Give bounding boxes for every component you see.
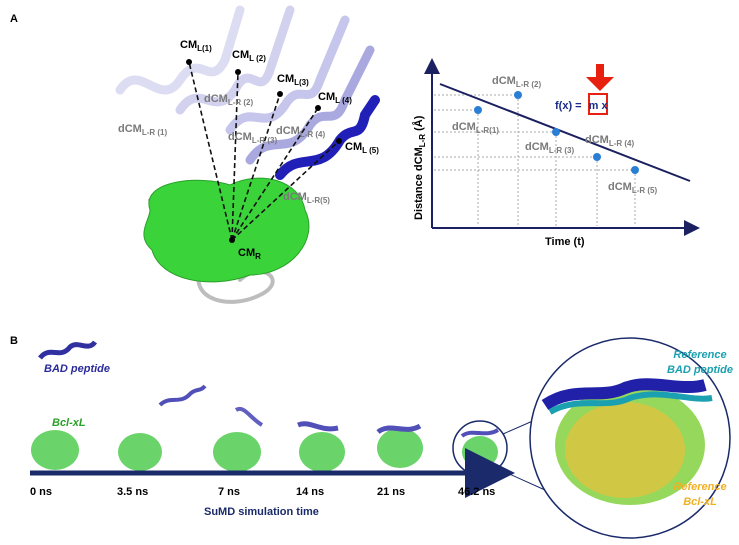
formula-left: f(x) = bbox=[555, 100, 585, 112]
dcm-sub: L-R(1) bbox=[476, 126, 499, 135]
time-label: 46.2 ns bbox=[458, 486, 495, 498]
dcm-label: dCML-R (3) bbox=[525, 141, 574, 155]
reference-protein: Reference bbox=[673, 481, 726, 493]
cm: CM bbox=[345, 141, 362, 153]
dcm-label: dCML-R(1) bbox=[452, 121, 499, 135]
dcm-label: dCML-R (2) bbox=[492, 75, 541, 89]
dcm: dCM bbox=[204, 93, 228, 105]
cm-label: CML (5) bbox=[345, 141, 379, 155]
cm-points bbox=[186, 59, 342, 243]
panel-label: B bbox=[10, 335, 18, 347]
dcm-label: dCML-R(5) bbox=[283, 191, 330, 205]
dcm-label: dCML-R (4) bbox=[585, 134, 634, 148]
dcm: dCM bbox=[276, 125, 300, 137]
reference-peptide: Reference bbox=[673, 349, 726, 361]
dcm-sub: L-R (3) bbox=[252, 136, 278, 145]
dcm: dCM bbox=[228, 131, 252, 143]
cm-r-label: CMR bbox=[238, 247, 261, 261]
cm: CM bbox=[238, 247, 255, 259]
dcm-label: dCML-R (2) bbox=[204, 93, 253, 107]
dcm-label: dCML-R (4) bbox=[276, 125, 325, 139]
reference-peptide: BAD peptide bbox=[667, 364, 733, 376]
dcm-label: dCML-R (1) bbox=[118, 123, 167, 137]
dcm-sub: L-R (3) bbox=[549, 146, 575, 155]
axis-label: SuMD simulation time bbox=[204, 506, 319, 518]
reference-protein: Bcl-xL bbox=[683, 496, 717, 508]
cm-label: CML(1) bbox=[180, 39, 212, 53]
time-label: 7 ns bbox=[218, 486, 240, 498]
dcm-sub: L-R (2) bbox=[516, 80, 542, 89]
dcm-sub: L-R (4) bbox=[300, 130, 326, 139]
time-label: 3.5 ns bbox=[117, 486, 148, 498]
dcm-label: dCML-R (3) bbox=[228, 131, 277, 145]
panel-label: A bbox=[10, 13, 18, 25]
dcm: dCM bbox=[118, 123, 142, 135]
dcm: dCM bbox=[452, 121, 476, 133]
cm: CM bbox=[180, 39, 197, 51]
dcm: dCM bbox=[608, 181, 632, 193]
cm-label: CML(3) bbox=[277, 73, 309, 87]
y-label-main: Distance dCM bbox=[413, 147, 425, 220]
cm: CM bbox=[232, 49, 249, 61]
cm-sub: L(3) bbox=[294, 78, 309, 87]
snapshots bbox=[30, 337, 731, 539]
dcm: dCM bbox=[492, 75, 516, 87]
dcm-sub: L-R (5) bbox=[632, 186, 658, 195]
dcm: dCM bbox=[585, 134, 609, 146]
dcm: dCM bbox=[525, 141, 549, 153]
cm-label: CML (4) bbox=[318, 91, 352, 105]
cm: CM bbox=[318, 91, 335, 103]
cm-sub: R bbox=[255, 252, 261, 261]
y-label-tail: (Å) bbox=[412, 115, 425, 134]
schematic-graph bbox=[424, 58, 700, 236]
dcm-label: dCML-R (5) bbox=[608, 181, 657, 195]
distance-lines bbox=[188, 61, 340, 241]
y-label-sub: L-R bbox=[418, 134, 427, 148]
dcm-sub: L-R (4) bbox=[609, 139, 635, 148]
formula-m: m bbox=[589, 100, 599, 112]
cm-sub: L(1) bbox=[197, 44, 212, 53]
cm-sub: L (2) bbox=[249, 54, 266, 63]
cm-label: CML (2) bbox=[232, 49, 266, 63]
y-axis-label: Distance dCML-R (Å) bbox=[412, 115, 427, 220]
cm-sub: L (4) bbox=[335, 96, 352, 105]
formula: f(x) = m x bbox=[555, 100, 608, 112]
cm: CM bbox=[277, 73, 294, 85]
x-axis-label: Time (t) bbox=[545, 236, 585, 248]
protein-label: Bcl-xL bbox=[52, 417, 86, 429]
dcm-sub: L-R(5) bbox=[307, 196, 330, 205]
formula-right: x bbox=[598, 100, 608, 112]
dcm-sub: L-R (1) bbox=[142, 128, 168, 137]
time-label: 14 ns bbox=[296, 486, 324, 498]
cm-sub: L (5) bbox=[362, 146, 379, 155]
dcm: dCM bbox=[283, 191, 307, 203]
peptide-label: BAD peptide bbox=[44, 363, 110, 375]
dcm-sub: L-R (2) bbox=[228, 98, 254, 107]
time-label: 21 ns bbox=[377, 486, 405, 498]
time-label: 0 ns bbox=[30, 486, 52, 498]
